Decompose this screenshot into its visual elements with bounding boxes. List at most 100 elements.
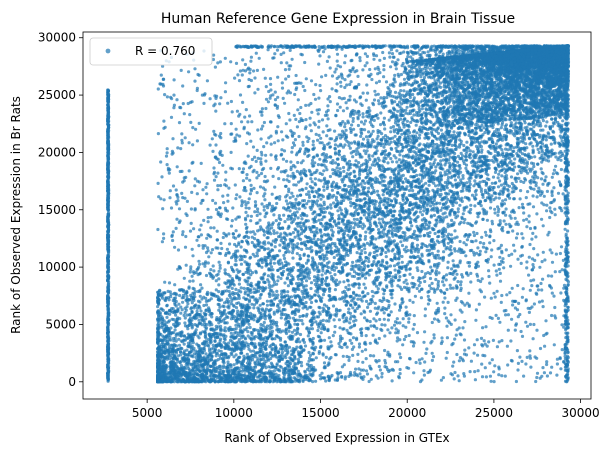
data-point (182, 276, 186, 280)
scatter-points (106, 44, 571, 384)
data-point (553, 207, 557, 211)
data-point (368, 231, 372, 235)
data-point (354, 159, 358, 163)
data-point (106, 308, 110, 312)
data-point (289, 160, 293, 164)
data-point (275, 231, 279, 235)
data-point (258, 296, 262, 300)
data-point (345, 106, 349, 110)
data-point (359, 120, 364, 124)
data-point (441, 235, 445, 239)
data-point (373, 301, 377, 305)
data-point (488, 228, 492, 232)
data-point (411, 233, 415, 237)
data-point (537, 186, 541, 190)
data-point (351, 260, 355, 264)
data-point (374, 200, 378, 204)
data-point (281, 157, 285, 161)
data-point (288, 232, 292, 236)
data-point (452, 130, 456, 134)
data-point (426, 190, 430, 194)
data-point (239, 245, 243, 249)
data-point (415, 286, 419, 291)
data-point (279, 276, 283, 281)
data-point (106, 144, 110, 148)
data-point (227, 186, 231, 190)
data-point (106, 178, 110, 182)
data-point (350, 123, 354, 127)
data-point (336, 186, 340, 190)
data-point (297, 207, 301, 211)
data-point (420, 254, 424, 258)
data-point (106, 153, 110, 157)
data-point (226, 199, 230, 203)
data-point (528, 142, 532, 146)
chart-title: Human Reference Gene Expression in Brain… (161, 11, 515, 27)
data-point (349, 204, 353, 208)
data-point (450, 267, 454, 271)
data-point (106, 160, 110, 164)
data-point (333, 324, 337, 329)
data-point (478, 175, 482, 180)
data-point (243, 255, 247, 259)
data-point (436, 249, 440, 253)
data-point (106, 345, 110, 349)
data-point (286, 290, 290, 294)
data-point (107, 136, 111, 140)
data-point (474, 193, 478, 197)
data-point (205, 236, 209, 240)
data-point (352, 217, 356, 221)
data-point (349, 141, 354, 145)
data-point (504, 147, 508, 151)
data-point (398, 51, 402, 56)
data-point (265, 211, 269, 215)
data-point (348, 173, 352, 177)
data-point (106, 282, 110, 286)
data-point (315, 154, 319, 158)
data-point (473, 126, 478, 130)
data-point (465, 238, 469, 242)
data-point (107, 268, 111, 272)
data-point (363, 119, 368, 123)
data-point (456, 160, 460, 164)
data-point (405, 90, 409, 94)
data-point (531, 231, 535, 235)
data-point (293, 138, 297, 142)
data-point (326, 104, 330, 108)
data-point (393, 302, 397, 306)
data-point (543, 178, 547, 182)
data-point (106, 196, 110, 200)
data-point (413, 294, 417, 298)
data-point (277, 306, 281, 310)
data-point (465, 181, 469, 185)
data-point (318, 306, 322, 310)
data-point (361, 115, 365, 119)
data-point (461, 212, 465, 216)
data-point (106, 265, 110, 269)
data-point (522, 180, 526, 184)
data-point (489, 296, 493, 300)
data-point (390, 60, 395, 64)
data-point (363, 263, 367, 267)
data-point (377, 102, 381, 106)
data-point (309, 286, 313, 291)
data-point (538, 193, 543, 197)
data-point (444, 191, 448, 195)
data-point (528, 127, 532, 131)
data-point (217, 269, 221, 273)
data-point (226, 193, 230, 197)
data-point (533, 155, 537, 159)
data-point (283, 220, 287, 224)
data-point (516, 172, 520, 176)
data-point (301, 322, 305, 326)
data-point (493, 207, 497, 211)
data-point (363, 64, 367, 68)
data-point (458, 52, 462, 56)
data-point (504, 213, 508, 217)
data-point (311, 139, 315, 143)
data-point (299, 242, 303, 246)
data-point (106, 203, 110, 207)
data-point (498, 255, 502, 259)
data-point (290, 150, 294, 154)
data-point (389, 176, 393, 180)
